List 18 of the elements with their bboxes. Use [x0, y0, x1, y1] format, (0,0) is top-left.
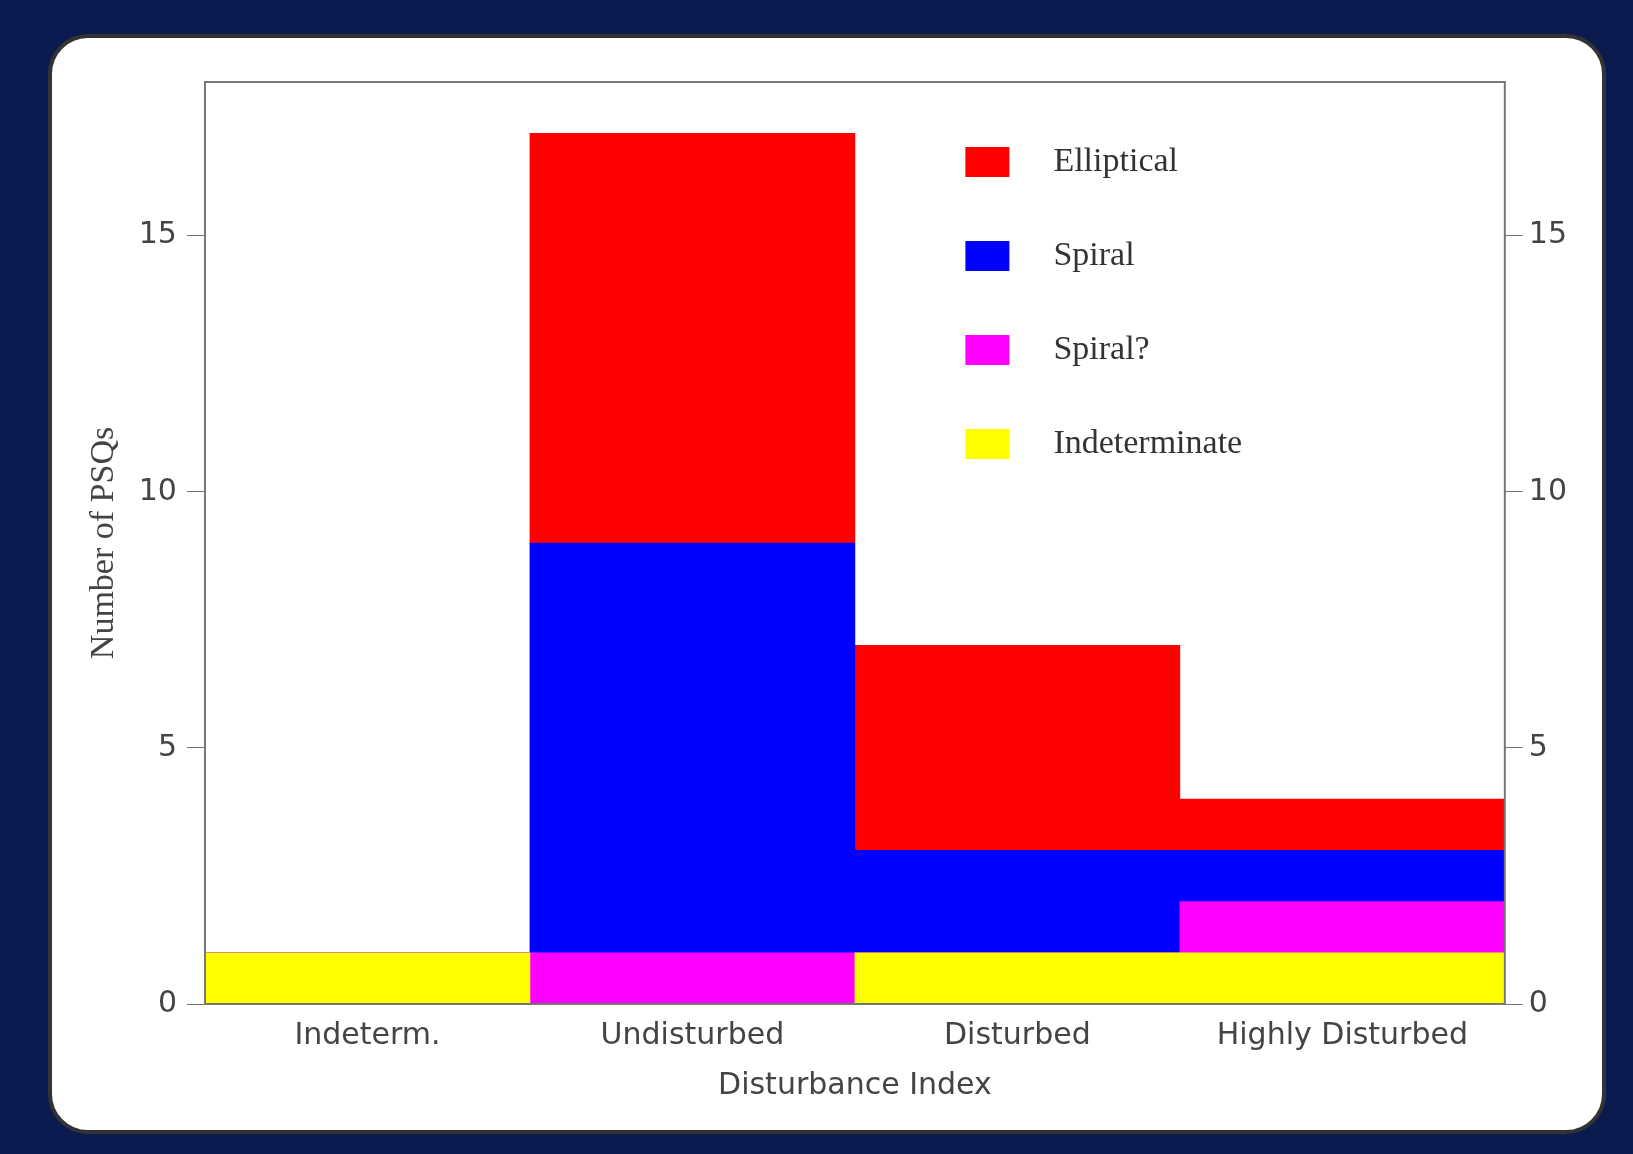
legend-label: Spiral?	[1053, 328, 1150, 366]
y2-tick-label: 10	[1528, 471, 1568, 507]
x-tick-label: Indeterm.	[294, 1015, 441, 1051]
y2-tick-label: 0	[1528, 983, 1548, 1019]
y-tick-label: 0	[157, 983, 177, 1019]
y-tick-label: 15	[138, 215, 177, 251]
legend-label: Spiral	[1053, 234, 1135, 272]
legend-label: Elliptical	[1053, 140, 1179, 178]
y-tick-label: 10	[138, 471, 177, 507]
legend-label: Indeterminate	[1053, 422, 1243, 460]
x-tick-label: Undisturbed	[600, 1015, 785, 1051]
x-tick-label: Highly Disturbed	[1216, 1015, 1468, 1051]
x-axis-title: Disturbance Index	[718, 1065, 992, 1101]
x-tick-label: Disturbed	[944, 1015, 1091, 1051]
y-tick-label: 5	[157, 727, 177, 763]
y2-tick-label: 15	[1528, 215, 1568, 251]
y2-tick-label: 5	[1528, 727, 1548, 763]
y-axis-title: Number of PSQs	[83, 426, 121, 660]
